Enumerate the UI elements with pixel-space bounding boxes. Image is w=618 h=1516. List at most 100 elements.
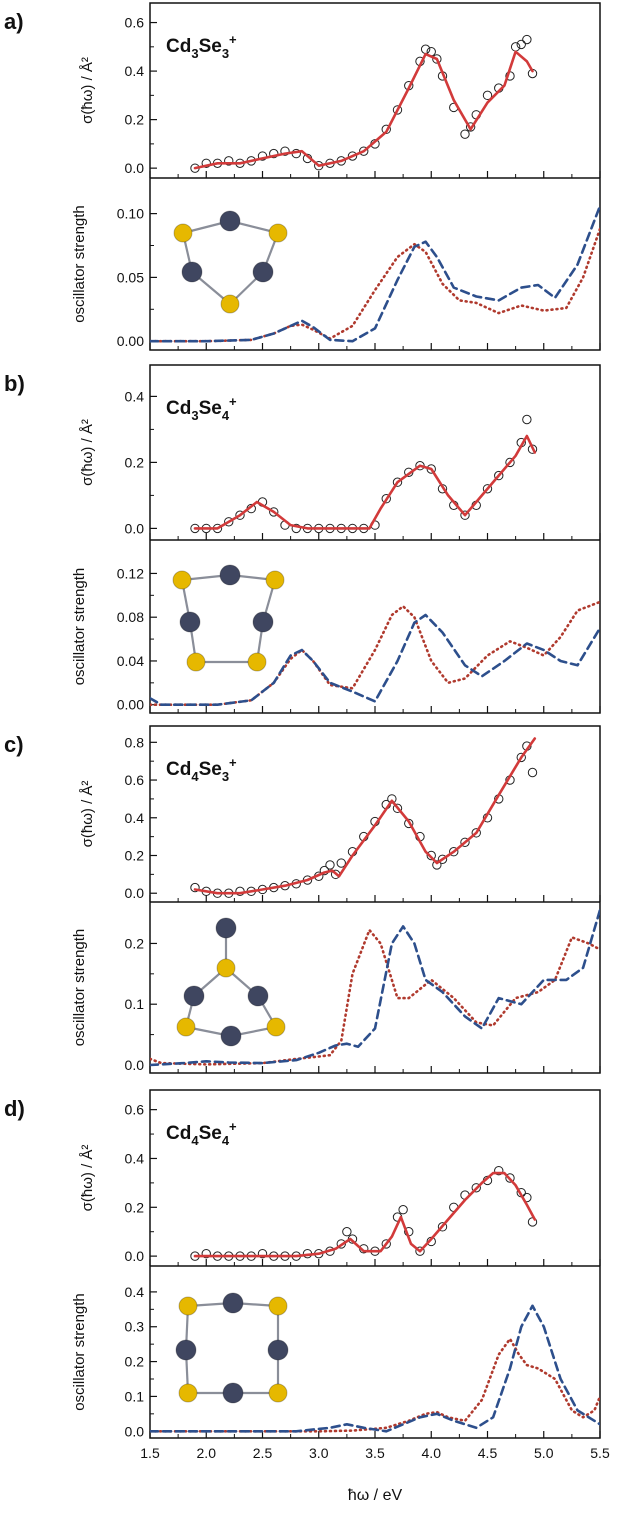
y-tick-label: 0.2 bbox=[125, 1354, 145, 1370]
y-tick-label: 0.1 bbox=[125, 996, 145, 1012]
y-axis-label-cross-section: σ(ħω) / Å² bbox=[79, 57, 96, 124]
cd4se3-tailed-ring-icon bbox=[176, 917, 286, 1047]
cd-atom-icon bbox=[247, 985, 269, 1007]
cross-section-plot-0: 0.0 0.2 0.4 0.6 bbox=[125, 15, 601, 178]
data-point bbox=[437, 854, 448, 864]
panel-letter: c) bbox=[4, 732, 24, 757]
cd-atom-icon bbox=[215, 917, 237, 939]
y-axis-label-oscillator: oscillator strength bbox=[71, 1293, 88, 1411]
oscillator-plot-2: 0.0 0.1 0.2 bbox=[125, 908, 601, 1073]
fit-line bbox=[193, 434, 537, 530]
y-axis-label-cross-section: σ(ħω) / Å² bbox=[79, 781, 96, 848]
data-point bbox=[505, 457, 515, 468]
data-point bbox=[269, 507, 279, 517]
y-tick-label: 0.0 bbox=[125, 1423, 145, 1439]
x-tick-label: 1.5 bbox=[140, 1445, 160, 1461]
se-atom-icon bbox=[186, 652, 206, 672]
y-tick-label: 0.6 bbox=[125, 15, 145, 31]
fit-line bbox=[193, 1171, 537, 1258]
cluster-formula: Cd3Se3+ bbox=[166, 32, 237, 61]
y-tick-label: 0.0 bbox=[125, 1248, 145, 1264]
y-tick-label: 0.6 bbox=[125, 1102, 145, 1118]
se-atom-icon bbox=[220, 294, 240, 314]
data-point bbox=[336, 858, 346, 868]
panel-letter: a) bbox=[4, 9, 24, 34]
data-point bbox=[201, 1248, 211, 1259]
plot-marks bbox=[190, 1165, 538, 1261]
data-point bbox=[516, 39, 526, 50]
se-atom-icon bbox=[178, 1296, 198, 1316]
y-tick-label: 0.4 bbox=[125, 1150, 145, 1166]
y-tick-label: 0.2 bbox=[125, 112, 145, 128]
y-tick-label: 0.4 bbox=[125, 1284, 145, 1300]
panel-a: a) Cd3Se3+ σ(ħω) / Å² oscillator strength bbox=[4, 2, 601, 351]
x-tick-label: 3.0 bbox=[309, 1445, 329, 1461]
cluster-formula: Cd3Se4+ bbox=[166, 394, 237, 423]
cluster-formula: Cd4Se4+ bbox=[166, 1119, 237, 1148]
data-point bbox=[190, 882, 200, 893]
x-tick-label: 3.5 bbox=[365, 1445, 385, 1461]
cross-section-plot-2: 0.0 0.2 0.4 0.6 0.8 bbox=[125, 734, 601, 902]
data-point bbox=[510, 42, 521, 52]
y-tick-label: 0.00 bbox=[117, 697, 144, 713]
data-point bbox=[325, 860, 335, 870]
plot-marks bbox=[190, 34, 538, 173]
oscillator-plot-3: 0.0 0.1 0.2 0.3 0.4 1.5 2.0 2.5 3.0 3.5 4.0 4.5 5.0 5… bbox=[125, 1284, 610, 1461]
x-tick-label: 5.0 bbox=[534, 1445, 554, 1461]
cd3se3-triangle-icon bbox=[173, 210, 288, 314]
y-tick-label: 0.04 bbox=[117, 653, 144, 669]
cd-atom-icon bbox=[219, 564, 241, 586]
data-point bbox=[280, 146, 290, 156]
x-tick-label: 4.0 bbox=[422, 1445, 442, 1461]
se-atom-icon bbox=[178, 1383, 198, 1403]
data-point bbox=[392, 105, 403, 115]
data-point bbox=[404, 818, 414, 829]
cd-atom-icon bbox=[252, 261, 274, 283]
cd-atom-icon bbox=[222, 1382, 244, 1404]
data-point bbox=[392, 803, 403, 814]
y-tick-label: 0.4 bbox=[125, 388, 145, 404]
data-point bbox=[432, 860, 442, 870]
data-point bbox=[471, 828, 481, 838]
data-point bbox=[347, 151, 358, 161]
y-tick-label: 0.10 bbox=[117, 206, 144, 222]
data-point bbox=[235, 510, 245, 520]
se-atom-icon bbox=[176, 1017, 196, 1037]
y-axis-label-oscillator: oscillator strength bbox=[71, 929, 88, 1047]
cd4se4-square-icon bbox=[175, 1292, 289, 1404]
y-tick-label: 0.1 bbox=[125, 1388, 145, 1404]
panel-letter: d) bbox=[4, 1096, 25, 1121]
cd-atom-icon bbox=[222, 1292, 244, 1314]
calc-blue-dashed-line bbox=[150, 613, 600, 706]
data-point bbox=[460, 129, 470, 139]
cd-atom-icon bbox=[175, 1339, 197, 1361]
data-point bbox=[201, 158, 211, 168]
calc-red-dotted-line bbox=[150, 600, 600, 706]
se-atom-icon bbox=[268, 1296, 288, 1316]
calc-red-dotted-line bbox=[150, 227, 600, 343]
data-point bbox=[381, 494, 391, 504]
x-axis-label: ħω / eV bbox=[348, 1487, 403, 1504]
data-point bbox=[494, 470, 504, 481]
data-point bbox=[269, 148, 279, 159]
y-tick-label: 0.2 bbox=[125, 935, 145, 951]
data-point bbox=[224, 156, 234, 166]
cd-atom-icon bbox=[179, 611, 201, 633]
panel-b: b) Cd3Se4+ σ(ħω) / Å² oscillator strength bbox=[4, 364, 601, 714]
se-atom-icon bbox=[265, 570, 285, 590]
y-tick-label: 0.00 bbox=[117, 333, 144, 349]
data-point bbox=[494, 1165, 504, 1176]
data-point bbox=[527, 767, 538, 778]
y-axis-label-cross-section: σ(ħω) / Å² bbox=[79, 1145, 96, 1212]
y-tick-label: 0.12 bbox=[117, 565, 144, 581]
calc-blue-dashed-line bbox=[150, 1304, 600, 1433]
data-point bbox=[482, 90, 493, 101]
y-tick-label: 0.0 bbox=[125, 885, 145, 901]
data-point bbox=[465, 122, 476, 132]
se-atom-icon bbox=[216, 958, 236, 978]
data-point bbox=[342, 1227, 352, 1237]
data-point bbox=[398, 1205, 408, 1215]
y-tick-label: 0.4 bbox=[125, 810, 145, 826]
data-point bbox=[522, 34, 532, 45]
cross-section-plot-3: 0.0 0.2 0.4 0.6 bbox=[125, 1102, 601, 1266]
